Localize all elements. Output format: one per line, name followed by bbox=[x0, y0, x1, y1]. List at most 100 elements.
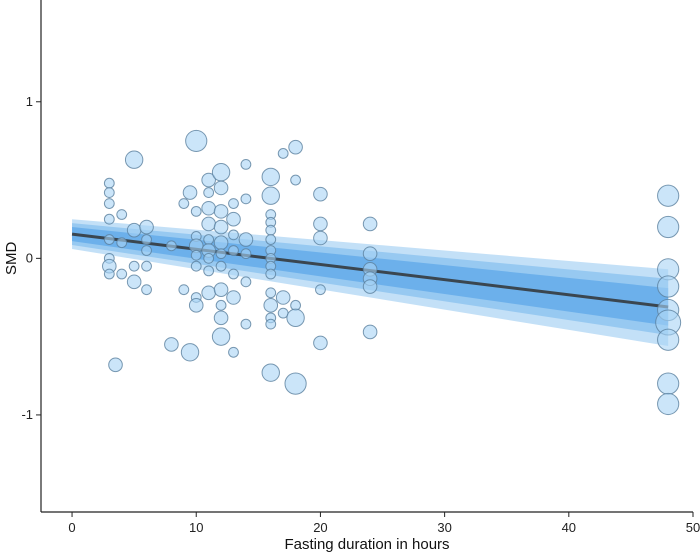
scatter-point bbox=[362, 246, 378, 261]
scatter-point bbox=[141, 284, 152, 296]
x-axis-label: Fasting duration in hours bbox=[284, 536, 449, 553]
x-tick-label: 40 bbox=[562, 520, 576, 535]
scatter-point bbox=[213, 180, 229, 196]
scatter-point bbox=[313, 335, 328, 351]
scatter-point bbox=[116, 268, 128, 280]
x-axis-ticks: 0 10 20 30 40 50 bbox=[68, 512, 700, 535]
scatter-point bbox=[275, 290, 291, 305]
scatter-point bbox=[211, 163, 231, 182]
scatter-point bbox=[203, 252, 215, 264]
scatter-point bbox=[215, 299, 227, 311]
scatter-point bbox=[141, 260, 152, 272]
data-points bbox=[102, 129, 682, 416]
scatter-point bbox=[228, 198, 239, 209]
axes bbox=[40, 0, 693, 513]
y-tick-label: 1 bbox=[26, 94, 33, 109]
scatter-point bbox=[139, 219, 154, 235]
scatter-point bbox=[201, 216, 216, 232]
scatter-point bbox=[240, 159, 252, 170]
scatter-point bbox=[201, 172, 216, 188]
scatter-point bbox=[657, 184, 680, 207]
x-tick-label: 20 bbox=[313, 520, 327, 535]
x-tick-label: 30 bbox=[437, 520, 451, 535]
scatter-point bbox=[240, 318, 252, 330]
scatter-point bbox=[362, 216, 378, 232]
scatter-point bbox=[203, 265, 215, 277]
scatter-point bbox=[213, 204, 229, 219]
scatter-point bbox=[265, 224, 277, 236]
scatter-point bbox=[313, 230, 328, 246]
scatter-point bbox=[277, 148, 289, 159]
y-axis-ticks: -1 0 1 bbox=[21, 94, 41, 422]
scatter-point bbox=[103, 187, 115, 198]
scatter-point bbox=[290, 174, 301, 186]
scatter-point bbox=[226, 211, 241, 227]
x-tick-label: 10 bbox=[189, 520, 203, 535]
scatter-point bbox=[226, 290, 241, 305]
scatter-point bbox=[228, 346, 239, 358]
scatter-point bbox=[657, 215, 680, 239]
scatter-point bbox=[203, 187, 215, 198]
scatter-point bbox=[190, 205, 202, 217]
scatter-point bbox=[190, 249, 202, 261]
scatter-point bbox=[213, 310, 229, 326]
scatter-point bbox=[263, 298, 279, 313]
scatter-point bbox=[265, 287, 277, 299]
scatter-point bbox=[362, 324, 378, 340]
scatter-point bbox=[228, 229, 239, 241]
scatter-point bbox=[657, 372, 680, 395]
scatter-point bbox=[190, 260, 202, 272]
scatter-point bbox=[313, 216, 328, 232]
scatter-point bbox=[116, 209, 128, 220]
scatter-point bbox=[103, 198, 115, 209]
scatter-point bbox=[261, 186, 280, 205]
scatter-point bbox=[228, 268, 239, 280]
scatter-point bbox=[313, 186, 328, 202]
scatter-point bbox=[203, 234, 215, 245]
scatter-point bbox=[103, 213, 115, 225]
scatter-point bbox=[178, 198, 190, 209]
scatter-point bbox=[265, 234, 277, 245]
scatter-point bbox=[116, 237, 128, 249]
scatter-point bbox=[228, 245, 239, 256]
scatter-point bbox=[164, 337, 179, 352]
y-tick-label: -1 bbox=[21, 407, 33, 422]
scatter-point bbox=[215, 248, 227, 260]
scatter-point bbox=[103, 177, 115, 189]
scatter-point bbox=[180, 343, 200, 362]
scatter-point bbox=[215, 260, 227, 272]
scatter-point bbox=[201, 285, 216, 301]
scatter-point bbox=[178, 284, 190, 296]
y-axis-label: SMD bbox=[3, 242, 20, 276]
scatter-point bbox=[103, 234, 115, 245]
scatter-point bbox=[261, 363, 280, 382]
scatter-point bbox=[213, 235, 229, 250]
scatter-point bbox=[141, 234, 152, 245]
scatter-point bbox=[128, 260, 140, 272]
scatter-point bbox=[238, 232, 254, 247]
scatter-point bbox=[185, 129, 208, 153]
scatter-point bbox=[213, 219, 229, 235]
scatter-point bbox=[315, 284, 326, 296]
scatter-point bbox=[188, 298, 204, 313]
scatter-point bbox=[657, 275, 680, 298]
y-tick-label: 0 bbox=[26, 250, 33, 265]
scatter-point bbox=[103, 268, 115, 280]
scatter-point bbox=[265, 318, 277, 330]
scatter-point bbox=[657, 392, 680, 416]
scatter-point bbox=[211, 327, 231, 346]
scatter-point bbox=[288, 139, 303, 155]
scatter-point bbox=[166, 240, 177, 252]
scatter-point bbox=[124, 150, 144, 169]
scatter-point bbox=[213, 282, 229, 297]
scatter-point bbox=[265, 268, 277, 280]
x-tick-label: 50 bbox=[686, 520, 700, 535]
scatter-point bbox=[201, 200, 216, 216]
scatter-point bbox=[261, 167, 280, 187]
scatter-point bbox=[108, 357, 123, 373]
scatter-point bbox=[284, 372, 307, 395]
scatter-point bbox=[240, 248, 252, 260]
scatter-point bbox=[286, 308, 305, 328]
scatter-point bbox=[182, 185, 198, 200]
